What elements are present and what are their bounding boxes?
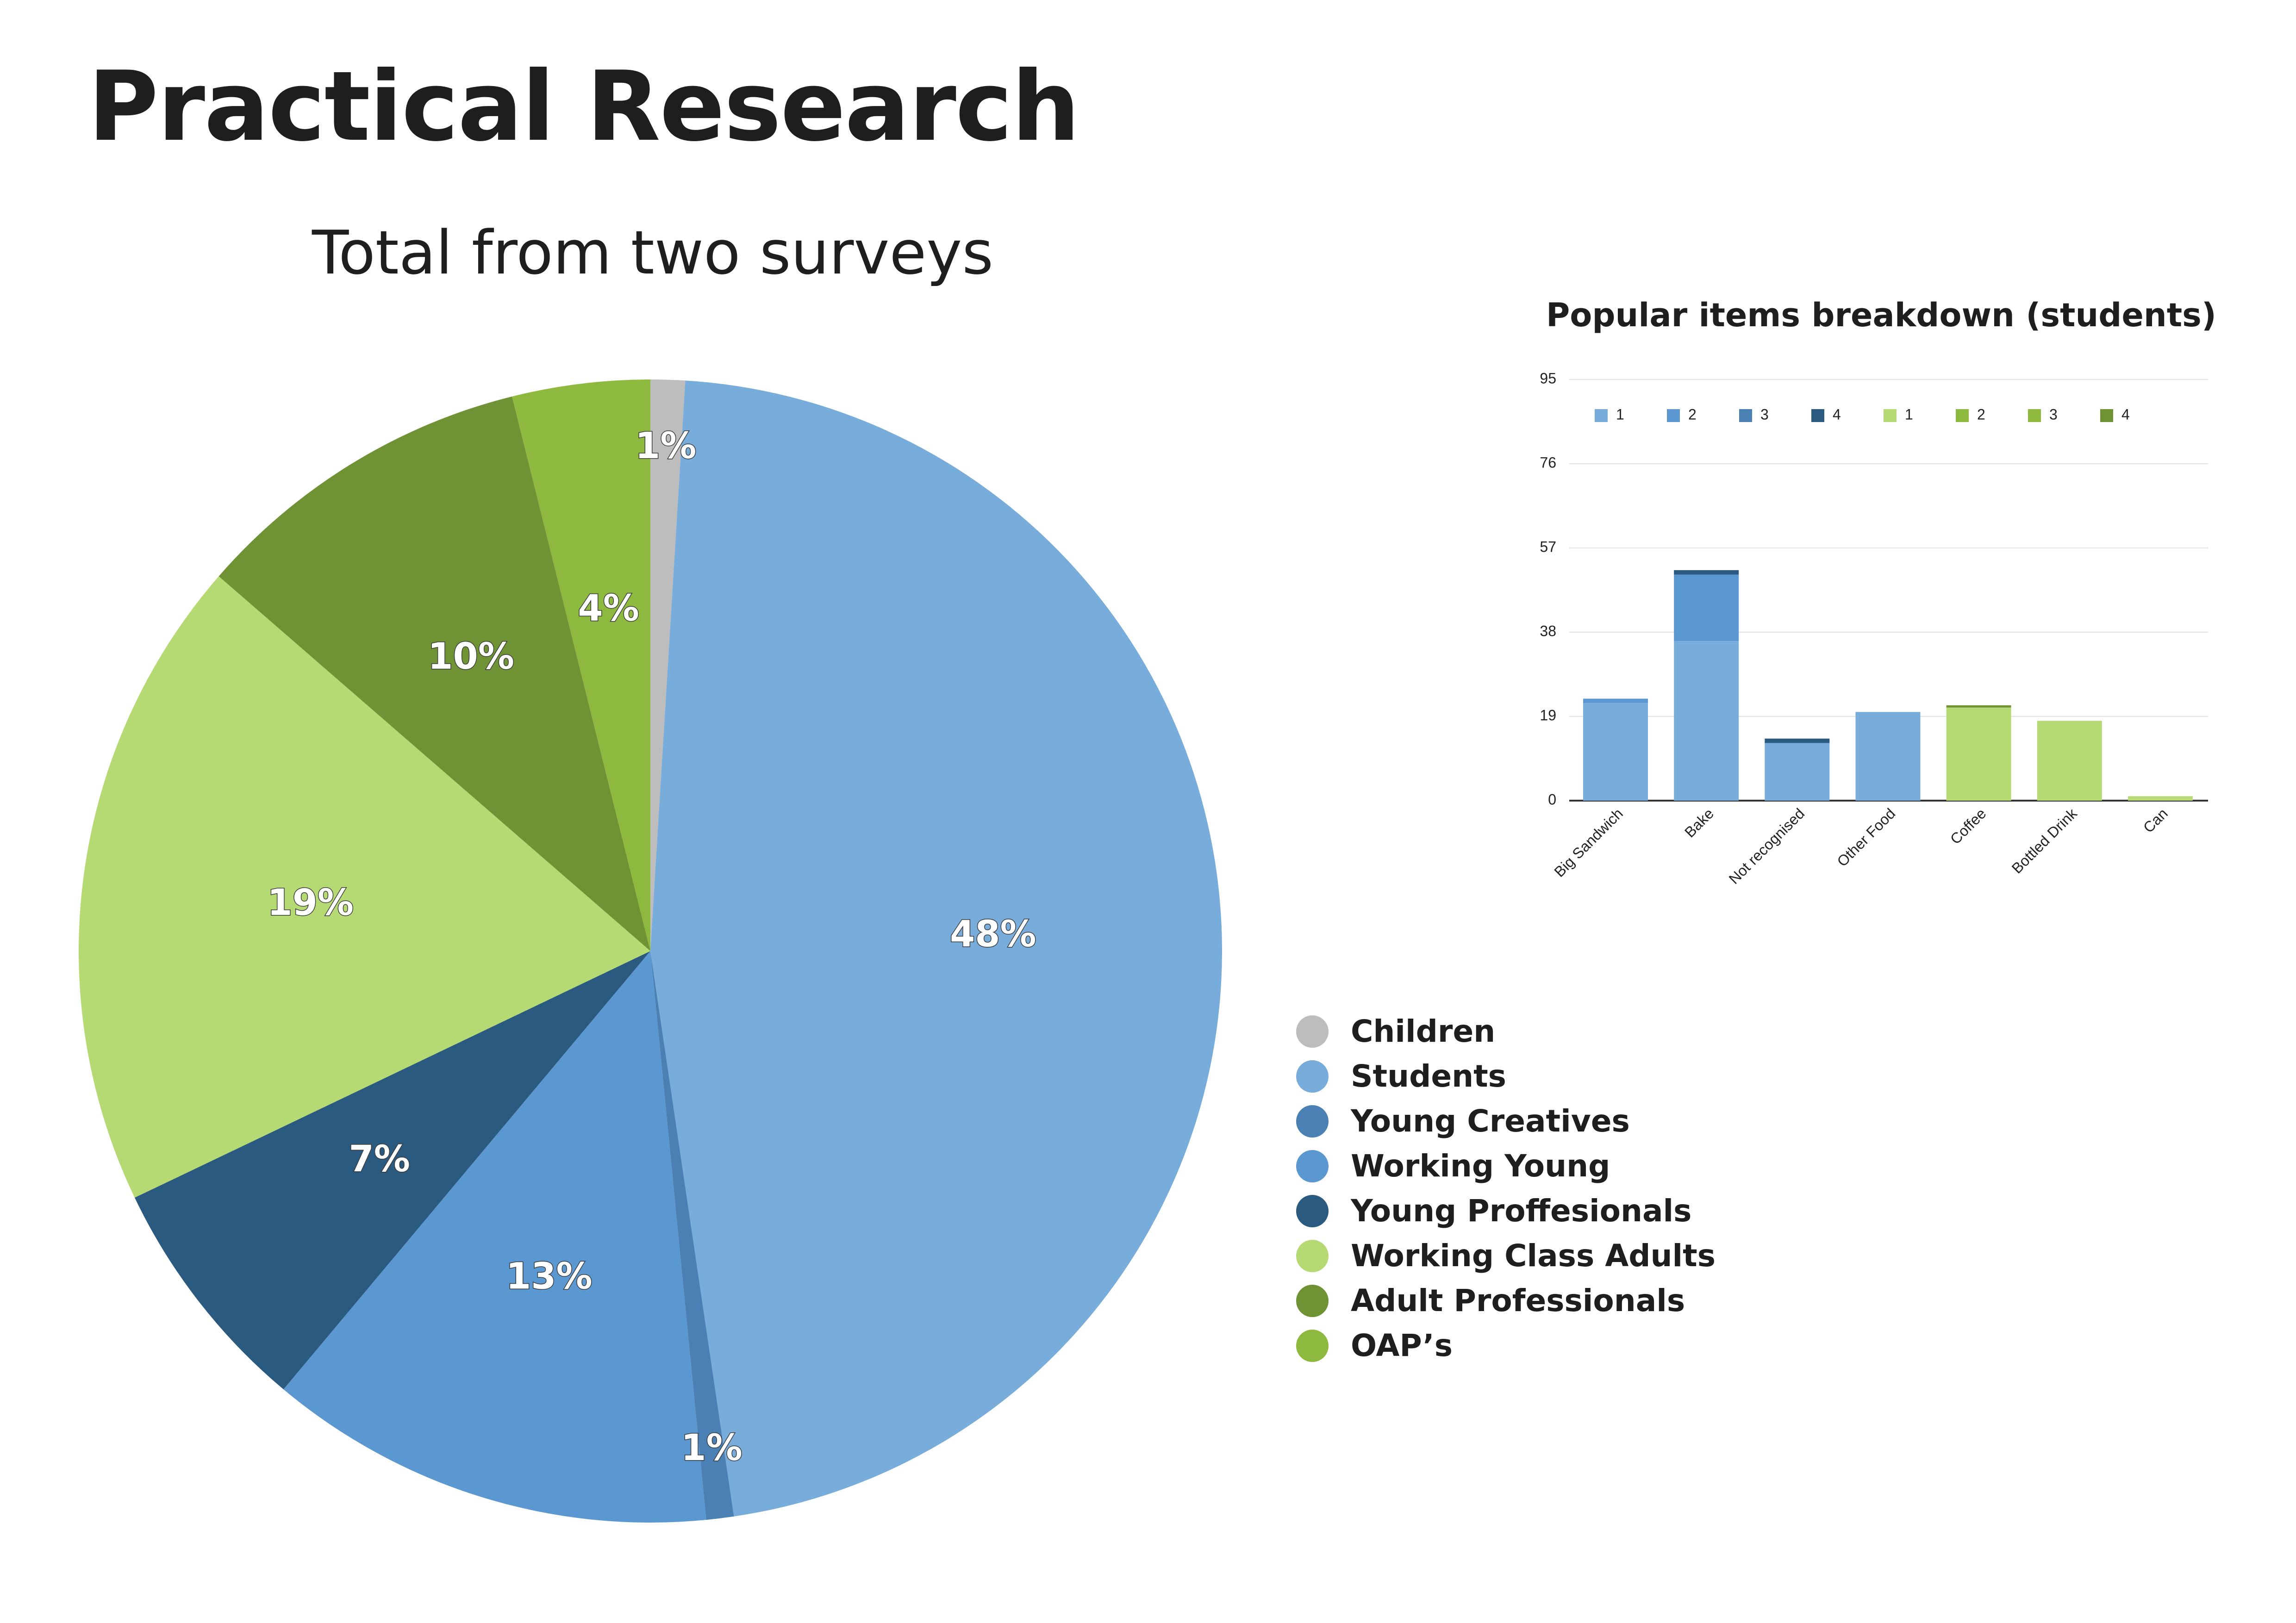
bar-segment [1855,712,1921,801]
pie-slice [79,576,650,1198]
bar-segment [1674,574,1739,641]
legend-item-oaps: OAP’s [1296,1323,1716,1368]
slice-percent-label: 10% [428,636,514,678]
pie-slice [134,951,650,1390]
pie-slice [512,379,650,951]
bar-segment [1946,707,2011,801]
pie-slice [218,396,651,951]
slice-percent-label: 1% [635,425,696,467]
y-tick-label: 76 [1540,454,1556,471]
legend-label: Working Class Adults [1351,1238,1716,1274]
legend-item-adult-professionals: Adult Professionals [1296,1278,1716,1323]
legend-item-young-proffesionals: Young Proffesionals [1296,1188,1716,1233]
pie-slice [650,379,686,951]
x-category-label: Big Sandwich [1551,805,1626,880]
legend-item-students: Students [1296,1054,1716,1099]
bar-legend-swatch [1884,409,1897,422]
x-category-label: Can [2140,805,2171,836]
legend-swatch [1296,1284,1329,1317]
bar-segment [1765,743,1830,801]
x-category-label: Coffee [1947,805,1990,847]
bar-segment [2037,721,2102,801]
page-title: Practical Research [88,51,1080,163]
y-tick-label: 19 [1540,707,1556,723]
y-tick-label: 57 [1540,538,1556,555]
slice-percent-label: 48% [950,914,1036,955]
legend-label: OAP’s [1351,1328,1453,1363]
legend-swatch [1296,1194,1329,1227]
bar-legend-label: 3 [1760,406,1769,423]
pie-legend: Children Students Young Creatives Workin… [1296,1009,1716,1368]
bar-legend-swatch [1595,409,1608,422]
bar-legend-swatch [2028,409,2041,422]
legend-item-working-class-adults: Working Class Adults [1296,1233,1716,1278]
legend-label: Young Proffesionals [1351,1193,1692,1229]
bar-legend-label: 4 [2121,406,2130,423]
pie-slice [283,951,706,1523]
pie-chart-title: Total from two surveys [312,218,994,288]
legend-swatch [1296,1105,1329,1138]
bar-segment [1583,703,1648,801]
legend-label: Children [1351,1014,1496,1049]
pie-slice [650,951,734,1520]
legend-label: Working Young [1351,1148,1610,1184]
legend-label: Students [1351,1058,1506,1094]
bar-segment [1674,570,1739,575]
legend-item-working-young: Working Young [1296,1144,1716,1188]
slice-percent-label: 13% [506,1256,593,1298]
legend-swatch [1296,1329,1329,1362]
slice-percent-label: 1% [681,1427,742,1469]
bar-legend-swatch [1956,409,1969,422]
slice-percent-label: 4% [578,588,639,629]
bar-legend-label: 3 [2049,406,2058,423]
bar-segment [1765,738,1830,743]
legend-item-young-creatives: Young Creatives [1296,1099,1716,1144]
legend-swatch [1296,1060,1329,1093]
legend-swatch [1296,1239,1329,1272]
bar-chart-title: Popular items breakdown (students) [1546,296,2216,334]
bar-segment [2128,796,2193,801]
legend-swatch [1296,1150,1329,1182]
bar-legend-swatch [2100,409,2113,422]
x-category-label: Other Food [1834,805,1899,870]
stacked-bar-chart: 0 19 38 57 76 95 1 2 3 4 1 2 3 4 Big Sandwich Bake Not r… [1540,370,2208,887]
x-category-label: Not recognised [1726,805,1808,887]
bar-legend-label: 2 [1688,406,1697,423]
bar-segment [1946,705,2011,708]
slice-percent-label: 19% [267,882,354,924]
y-tick-label: 95 [1540,370,1556,386]
slice-percent-label: 7% [349,1138,410,1180]
legend-swatch [1296,1015,1329,1048]
x-category-label: Bake [1681,805,1717,840]
legend-label: Young Creatives [1351,1103,1630,1139]
legend-label: Adult Professionals [1351,1283,1685,1318]
bar-segment [1583,698,1648,703]
bar-legend-label: 2 [1977,406,1985,423]
bar-legend-swatch [1739,409,1752,422]
bar-legend-label: 4 [1833,406,1841,423]
bar-segment [1674,641,1739,801]
bar-legend-label: 1 [1905,406,1913,423]
bar-legend-swatch [1667,409,1680,422]
x-category-label: Bottled Drink [2009,805,2081,877]
y-tick-label: 38 [1540,622,1556,639]
pie-slice [650,380,1222,1517]
legend-item-children: Children [1296,1009,1716,1054]
y-tick-label: 0 [1548,791,1556,808]
bar-legend-swatch [1811,409,1824,422]
bar-legend-label: 1 [1616,406,1624,423]
